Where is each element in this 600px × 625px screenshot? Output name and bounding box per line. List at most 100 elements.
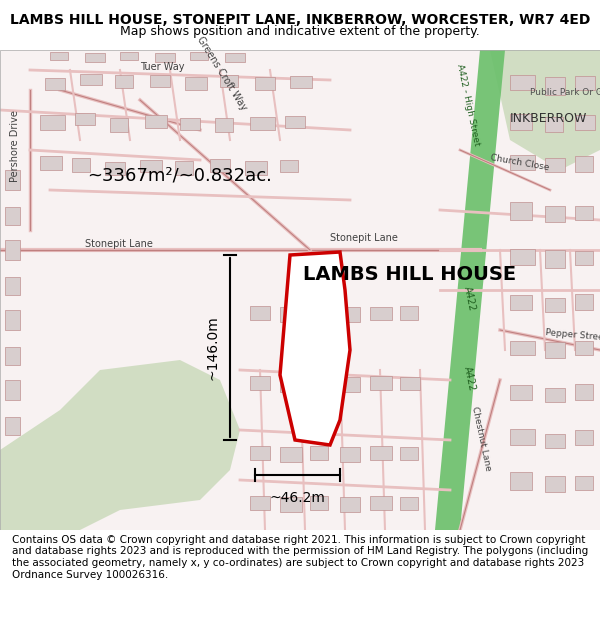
Bar bbox=[75, 113, 95, 125]
Bar bbox=[340, 497, 360, 512]
Bar bbox=[510, 155, 535, 170]
Bar bbox=[545, 117, 563, 132]
Bar bbox=[575, 476, 593, 490]
Bar bbox=[545, 250, 565, 268]
Bar bbox=[575, 251, 593, 265]
Bar bbox=[340, 447, 360, 462]
Text: ~3367m²/~0.832ac.: ~3367m²/~0.832ac. bbox=[88, 166, 272, 184]
Bar bbox=[5, 207, 20, 225]
Bar bbox=[40, 156, 62, 170]
Bar bbox=[5, 170, 20, 190]
Text: A422: A422 bbox=[462, 285, 477, 312]
Bar bbox=[5, 417, 20, 435]
Polygon shape bbox=[490, 50, 600, 170]
Bar bbox=[510, 249, 535, 265]
Text: Stonepit Lane: Stonepit Lane bbox=[330, 233, 398, 243]
Text: A422 - High Street: A422 - High Street bbox=[455, 64, 481, 147]
Bar bbox=[285, 116, 305, 128]
Bar bbox=[280, 160, 298, 172]
Text: Public Park Or Garden: Public Park Or Garden bbox=[530, 88, 600, 97]
Bar bbox=[140, 160, 162, 172]
Bar bbox=[545, 206, 565, 222]
Bar bbox=[250, 496, 270, 510]
Text: Tuer Way: Tuer Way bbox=[140, 62, 185, 72]
Bar bbox=[5, 277, 20, 295]
Text: Chestnut Lane: Chestnut Lane bbox=[470, 406, 493, 472]
Bar bbox=[145, 115, 167, 128]
Bar bbox=[340, 307, 360, 322]
Text: Map shows position and indicative extent of the property.: Map shows position and indicative extent… bbox=[120, 24, 480, 38]
Bar bbox=[290, 76, 312, 88]
Bar bbox=[250, 376, 270, 390]
Bar bbox=[250, 446, 270, 460]
Bar bbox=[180, 118, 200, 130]
Bar bbox=[280, 377, 302, 392]
Bar bbox=[340, 377, 360, 392]
Bar bbox=[510, 472, 532, 490]
Bar bbox=[310, 376, 328, 390]
Text: ~146.0m: ~146.0m bbox=[205, 315, 219, 380]
Text: Greens Croft Way: Greens Croft Way bbox=[195, 34, 248, 112]
Bar bbox=[40, 115, 65, 130]
Bar bbox=[310, 496, 328, 510]
Bar bbox=[510, 429, 535, 445]
Bar bbox=[510, 341, 535, 355]
Bar bbox=[370, 496, 392, 510]
Text: LAMBS HILL HOUSE, STONEPIT LANE, INKBERROW, WORCESTER, WR7 4ED: LAMBS HILL HOUSE, STONEPIT LANE, INKBERR… bbox=[10, 12, 590, 26]
Text: LAMBS HILL HOUSE: LAMBS HILL HOUSE bbox=[304, 266, 517, 284]
Text: Stonepit Lane: Stonepit Lane bbox=[85, 239, 153, 249]
Bar bbox=[250, 117, 275, 130]
Text: ~46.2m: ~46.2m bbox=[269, 491, 325, 505]
Polygon shape bbox=[280, 252, 350, 445]
Bar bbox=[80, 74, 102, 85]
Bar bbox=[5, 240, 20, 260]
Bar bbox=[400, 447, 418, 460]
Bar bbox=[220, 75, 238, 87]
Bar bbox=[280, 307, 302, 322]
Bar bbox=[510, 385, 532, 400]
Text: Contains OS data © Crown copyright and database right 2021. This information is : Contains OS data © Crown copyright and d… bbox=[12, 535, 588, 579]
Bar bbox=[575, 430, 593, 445]
Bar bbox=[150, 75, 170, 87]
Bar bbox=[400, 497, 418, 510]
Bar bbox=[510, 295, 532, 310]
Bar bbox=[370, 446, 392, 460]
Bar bbox=[545, 77, 565, 95]
Bar bbox=[85, 53, 105, 62]
Bar bbox=[72, 158, 90, 172]
Bar bbox=[510, 75, 535, 90]
Bar bbox=[245, 161, 267, 175]
Bar bbox=[575, 341, 593, 355]
Bar bbox=[225, 53, 245, 62]
Bar bbox=[510, 202, 532, 220]
Bar bbox=[545, 434, 565, 448]
Bar bbox=[575, 384, 593, 400]
Bar bbox=[280, 447, 302, 462]
Text: Church Close: Church Close bbox=[490, 152, 550, 172]
Text: A422: A422 bbox=[462, 365, 477, 392]
Bar bbox=[5, 380, 20, 400]
Bar bbox=[185, 77, 207, 90]
Bar bbox=[575, 156, 593, 172]
Polygon shape bbox=[435, 50, 505, 530]
Bar bbox=[310, 306, 328, 320]
Bar bbox=[210, 159, 230, 172]
Bar bbox=[5, 310, 20, 330]
Bar bbox=[155, 53, 175, 62]
Bar bbox=[310, 446, 328, 460]
Bar bbox=[545, 298, 565, 312]
Bar bbox=[5, 347, 20, 365]
Bar bbox=[400, 377, 420, 390]
Bar bbox=[110, 118, 128, 132]
Bar bbox=[280, 497, 302, 512]
Bar bbox=[50, 52, 68, 60]
Bar bbox=[575, 206, 593, 220]
Bar bbox=[545, 158, 565, 172]
Bar bbox=[545, 342, 565, 358]
Bar bbox=[190, 52, 208, 60]
Text: Pershore Drive: Pershore Drive bbox=[10, 110, 20, 182]
Bar bbox=[370, 376, 392, 390]
Bar bbox=[115, 75, 133, 88]
Bar bbox=[45, 78, 65, 90]
Bar bbox=[250, 306, 270, 320]
